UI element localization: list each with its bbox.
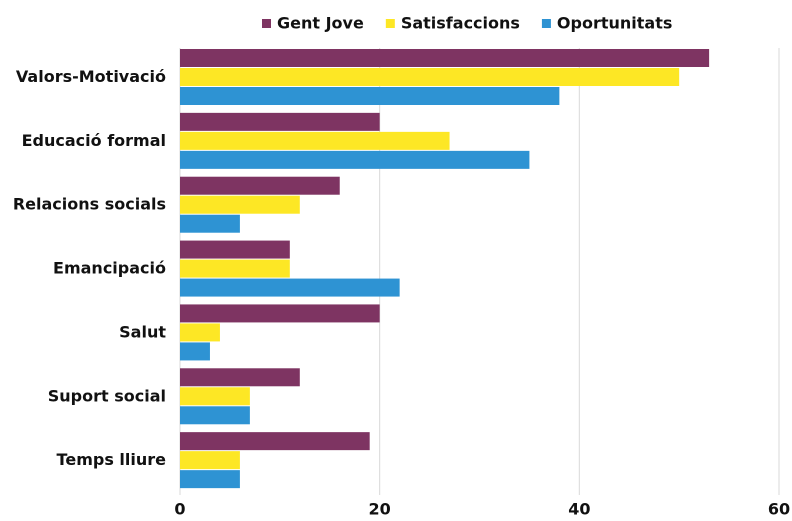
y-tick-label: Educació formal (22, 131, 166, 150)
y-tick-label: Temps lliure (57, 450, 167, 469)
bar (180, 368, 300, 387)
y-tick-label: Relacions socials (13, 195, 166, 214)
bar (180, 387, 250, 406)
bar (180, 470, 240, 489)
bar (180, 112, 380, 131)
bar (180, 323, 220, 342)
legend-label: Oportunitats (557, 14, 672, 33)
x-tick-label: 40 (568, 500, 590, 518)
x-tick-label: 20 (369, 500, 391, 518)
y-tick-label: Salut (119, 322, 166, 341)
bar (180, 451, 240, 470)
y-tick-label: Suport social (48, 386, 166, 405)
bar (180, 259, 290, 278)
legend-swatch (385, 19, 395, 28)
legend-swatch (541, 19, 551, 28)
bar (180, 150, 530, 169)
x-tick-label: 60 (768, 500, 790, 518)
legend-label: Gent Jove (277, 14, 364, 33)
bar (180, 240, 290, 259)
bar (180, 278, 400, 297)
y-tick-label: Emancipació (53, 259, 166, 278)
bar (180, 406, 250, 425)
bar (180, 195, 300, 214)
bar (180, 68, 680, 86)
bar (180, 304, 380, 323)
legend-swatch (262, 19, 271, 28)
bar (180, 176, 340, 195)
x-tick-label: 0 (174, 500, 185, 518)
bar (180, 87, 560, 105)
bar (180, 214, 240, 233)
bar (180, 131, 450, 150)
bar (180, 342, 210, 361)
legend-label: Satisfaccions (401, 14, 520, 33)
bar (180, 49, 710, 67)
y-tick-label: Valors-Motivació (16, 67, 166, 86)
bar (180, 432, 370, 451)
